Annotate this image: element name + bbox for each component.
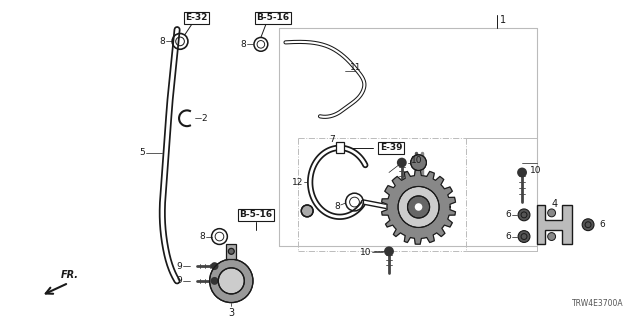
Text: 6: 6 (506, 210, 511, 219)
Circle shape (218, 268, 244, 294)
Text: 3: 3 (228, 308, 234, 318)
Text: 1: 1 (500, 15, 506, 25)
Text: 9: 9 (176, 276, 182, 285)
Circle shape (210, 259, 253, 303)
Text: 8: 8 (241, 40, 246, 49)
Text: 8: 8 (334, 203, 340, 212)
Text: 10: 10 (360, 248, 371, 257)
Circle shape (517, 168, 527, 177)
Text: 6: 6 (599, 220, 605, 229)
Polygon shape (537, 205, 572, 244)
Circle shape (548, 233, 556, 241)
Bar (336, 142, 344, 153)
Text: E-32: E-32 (186, 13, 208, 22)
Circle shape (301, 205, 313, 217)
Circle shape (211, 277, 218, 285)
Circle shape (228, 248, 234, 254)
Circle shape (518, 231, 530, 243)
Circle shape (408, 196, 429, 218)
Text: 6: 6 (506, 232, 511, 241)
Circle shape (384, 246, 394, 256)
Circle shape (415, 203, 422, 211)
Text: 9: 9 (176, 262, 182, 271)
Text: 8: 8 (159, 37, 165, 46)
Text: FR.: FR. (61, 270, 79, 280)
Text: B-5-16: B-5-16 (256, 13, 289, 22)
Text: 11: 11 (349, 62, 361, 72)
Text: B-5-16: B-5-16 (239, 210, 273, 219)
Text: E-39: E-39 (380, 143, 402, 152)
Text: 2: 2 (202, 114, 207, 123)
Text: 4: 4 (552, 199, 557, 209)
Circle shape (582, 219, 594, 231)
Circle shape (397, 158, 407, 168)
Circle shape (398, 187, 439, 228)
Circle shape (211, 262, 218, 270)
Text: TRW4E3700A: TRW4E3700A (572, 299, 623, 308)
Text: 8: 8 (199, 232, 205, 241)
Polygon shape (381, 170, 456, 244)
Text: 10: 10 (411, 156, 422, 165)
Circle shape (411, 155, 426, 171)
Text: 7: 7 (329, 135, 335, 144)
Text: 12: 12 (292, 178, 303, 187)
Text: 5: 5 (139, 148, 145, 157)
Circle shape (548, 209, 556, 217)
Text: 10: 10 (530, 166, 541, 175)
Bar (227, 244, 236, 259)
Circle shape (518, 209, 530, 221)
